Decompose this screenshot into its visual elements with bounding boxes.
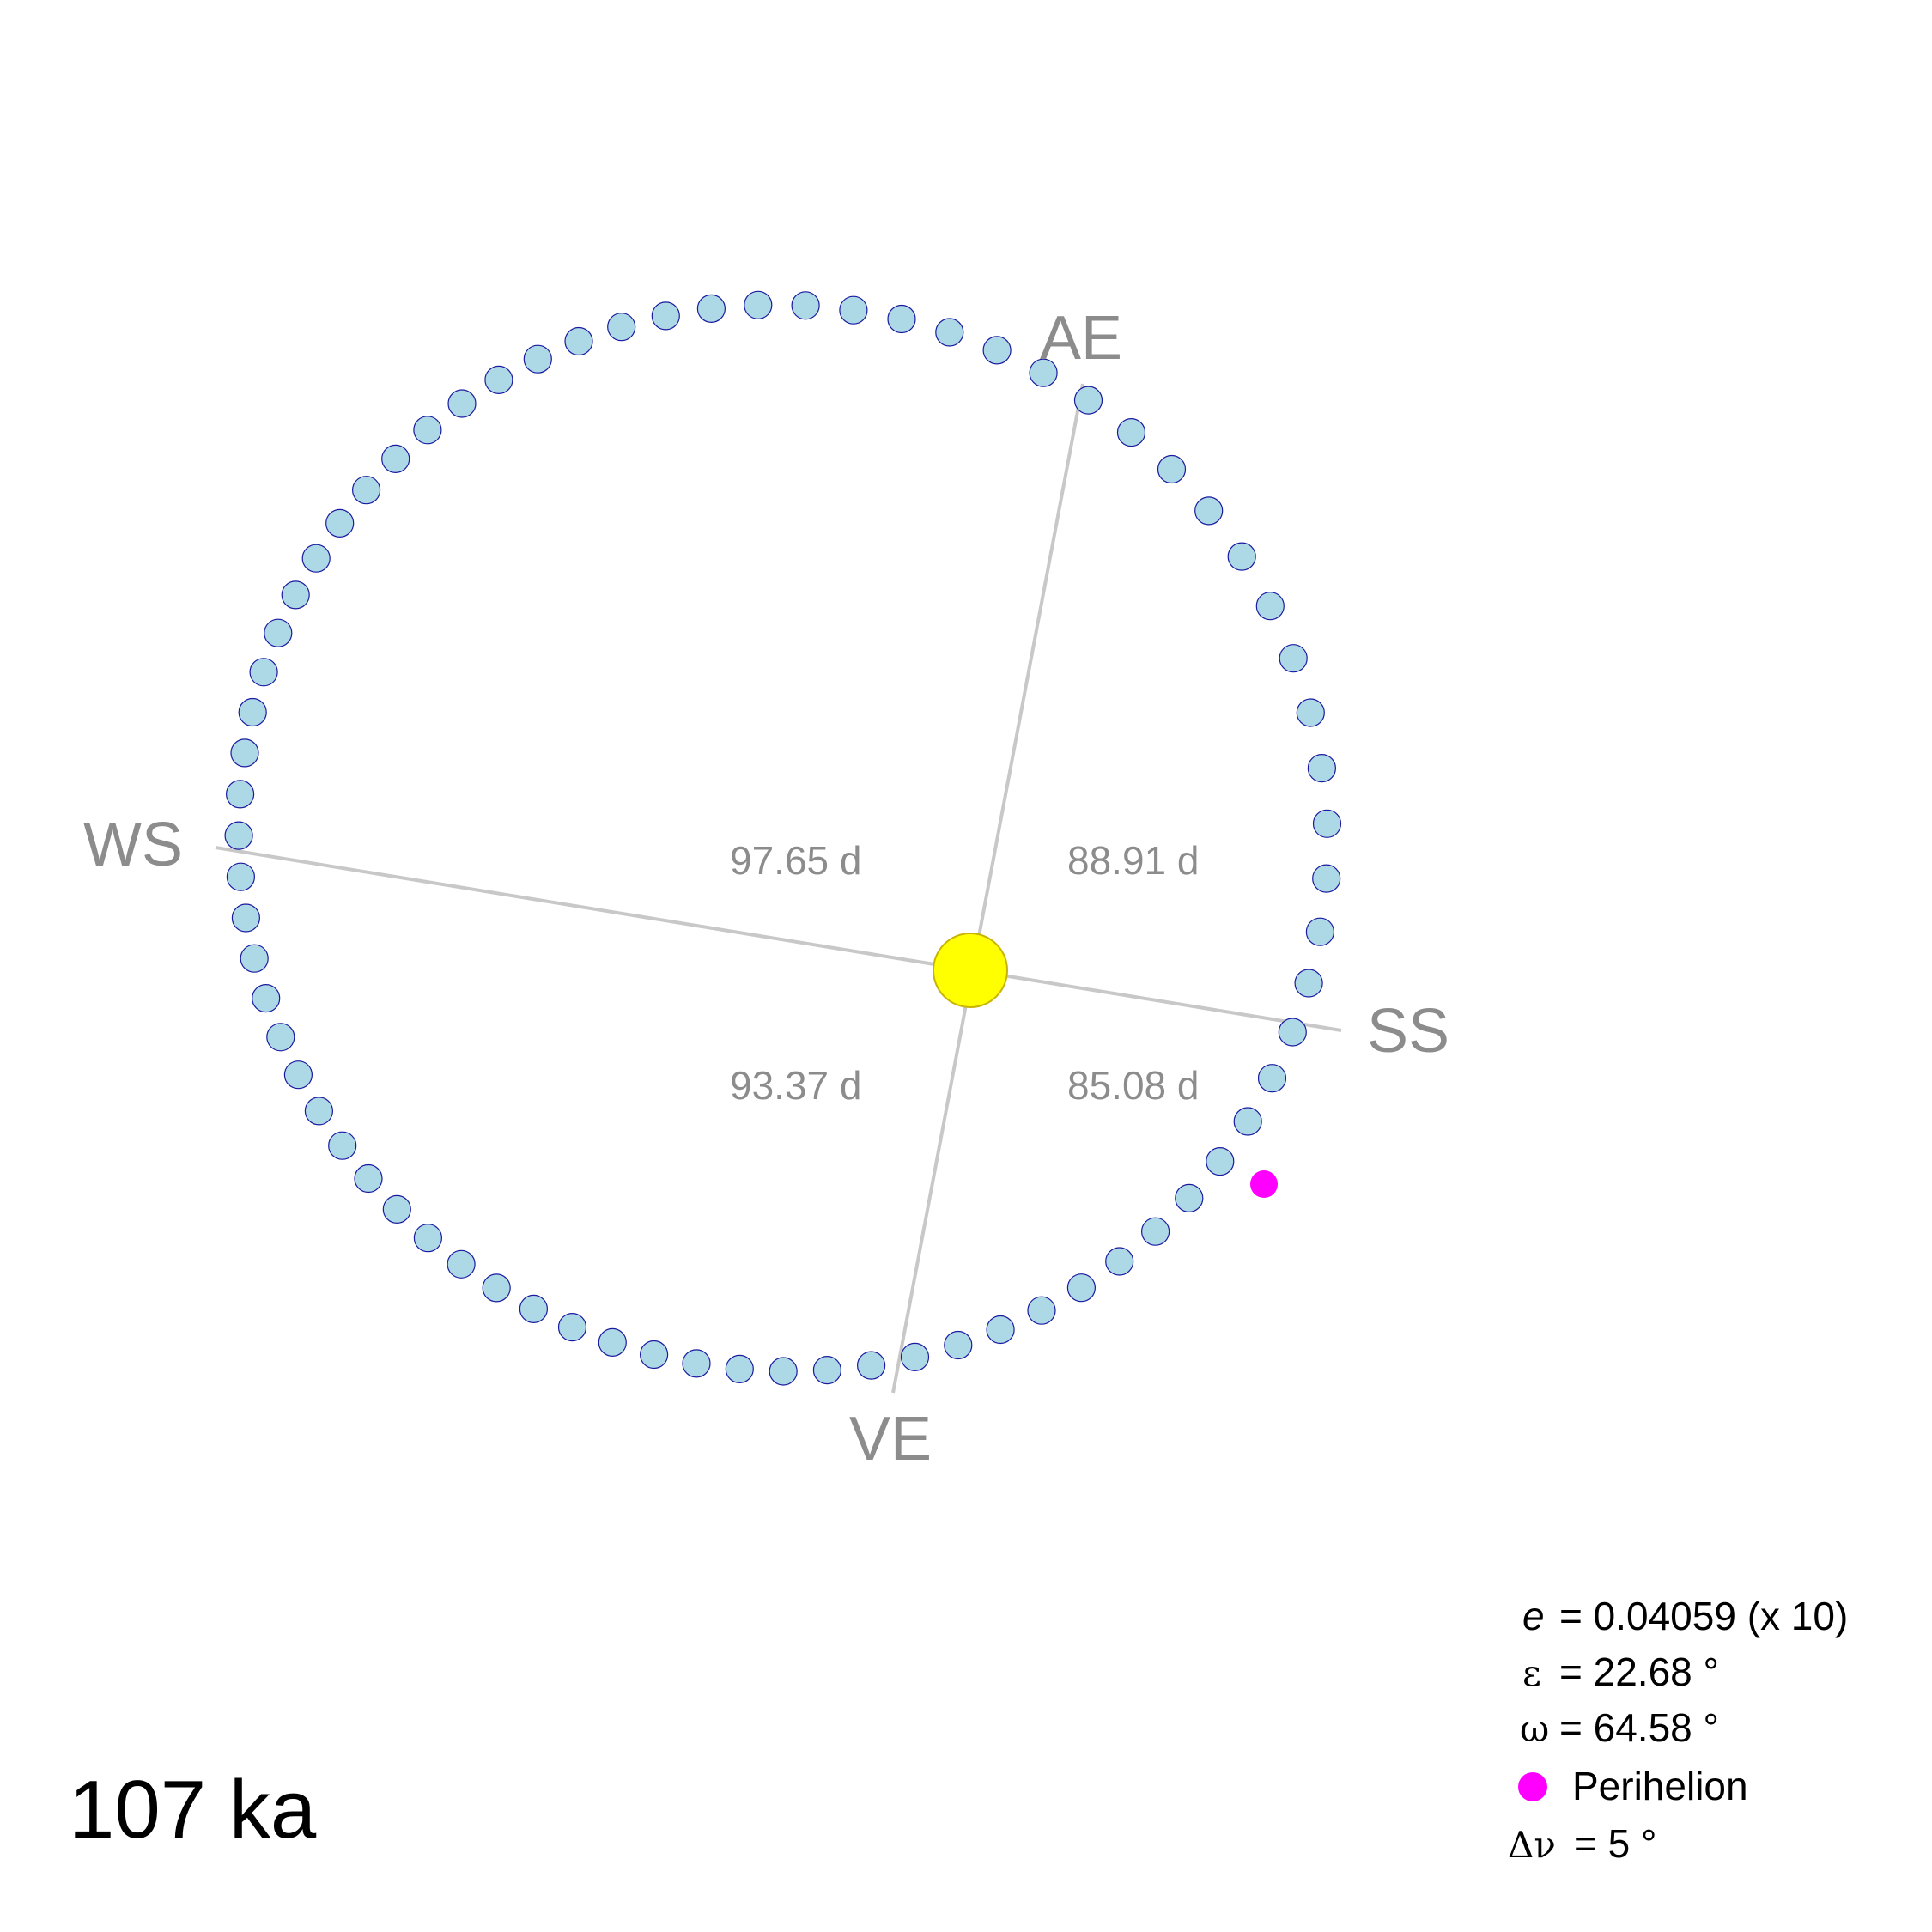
orbit-dot <box>1255 592 1285 621</box>
season-length-bottom-left: 93.37 d <box>730 1063 861 1108</box>
orbit-dot <box>557 1312 587 1342</box>
orbit-dot <box>812 1355 842 1385</box>
orbit-dot <box>328 1131 357 1160</box>
orbit-dot <box>281 580 310 610</box>
orbit-dot <box>607 313 636 342</box>
obliquity-value: = 22.68 ° <box>1559 1649 1719 1694</box>
label-ws: WS <box>83 811 183 879</box>
orbit-dot <box>769 1357 798 1386</box>
precession-value: = 64.58 ° <box>1559 1705 1719 1750</box>
orbit-dot <box>1116 418 1146 447</box>
orbit-dot <box>413 416 442 445</box>
orbit-dot <box>249 658 278 687</box>
orbit-dot <box>325 508 355 538</box>
eccentricity-value: = 0.04059 (x 10) <box>1559 1594 1848 1638</box>
orbit-dot <box>1157 454 1187 484</box>
orbit-dot <box>413 1224 442 1253</box>
orbit-dot <box>1305 917 1335 946</box>
orbit-dot <box>523 344 552 374</box>
orbit-dot <box>1233 1107 1262 1136</box>
orbit-dot <box>226 862 255 891</box>
orbit-dot <box>231 903 260 933</box>
orbit-dot <box>252 983 281 1013</box>
orbit-dot <box>240 944 269 973</box>
orbit-dot <box>887 304 916 334</box>
sun <box>933 933 1008 1008</box>
obliquity-symbol: ε <box>1522 1652 1541 1694</box>
orbit-dot <box>1278 1018 1307 1047</box>
orbit-dot <box>986 1315 1015 1345</box>
orbit-dot <box>696 294 726 323</box>
orbit-dot <box>1294 969 1323 998</box>
delta-nu-symbol: Δν <box>1508 1824 1556 1866</box>
orbit-dot <box>381 444 410 474</box>
axis-ws-ss <box>215 846 1342 1032</box>
label-ae: AE <box>1040 304 1122 373</box>
perihelion-legend-label: Perihelion <box>1572 1764 1748 1808</box>
precession-symbol: ω <box>1520 1708 1549 1750</box>
orbit-dot <box>598 1327 627 1358</box>
orbit-dot <box>725 1354 754 1384</box>
season-length-bottom-right: 85.08 d <box>1067 1063 1199 1108</box>
orbit-dot <box>639 1340 669 1370</box>
orbit-dot <box>264 618 293 647</box>
label-ve: VE <box>849 1405 932 1473</box>
orbit-dot <box>564 326 593 356</box>
season-length-top-left: 97.65 d <box>730 838 861 883</box>
label-ss: SS <box>1367 997 1449 1066</box>
orbit-dot <box>651 301 680 331</box>
orbit-dot <box>283 1060 313 1090</box>
orbit-dot <box>1029 358 1058 387</box>
orbit-dot <box>1027 1296 1056 1325</box>
orbit-dot <box>230 738 259 768</box>
orbit-dot <box>1175 1183 1204 1213</box>
orbit-dot <box>1073 386 1103 415</box>
orbit-dot <box>1312 864 1341 893</box>
orbit-dot <box>304 1097 333 1126</box>
orbit-dot <box>224 821 253 850</box>
orbit-dot <box>447 389 477 418</box>
perihelion-marker <box>1250 1170 1278 1198</box>
orbit-dot <box>1227 542 1256 571</box>
orbit-dot <box>1194 496 1224 526</box>
orbit-dot <box>839 295 868 325</box>
orbit-dot <box>382 1194 411 1224</box>
orbit-dot <box>1257 1064 1287 1093</box>
orbit-dot <box>1279 644 1308 673</box>
orbit-dot <box>352 476 381 505</box>
axis-ae-ve <box>891 383 1084 1394</box>
orbit-dot <box>1307 753 1337 783</box>
orbit-dot <box>301 544 331 573</box>
orbit-dot <box>1312 809 1342 838</box>
orbit-dot <box>900 1342 930 1372</box>
orbit-dot <box>744 290 773 319</box>
orbit-dot <box>482 1273 511 1303</box>
orbit-dot <box>1206 1146 1235 1176</box>
orbit-dots <box>224 290 1342 1386</box>
orbit-dot <box>856 1351 886 1380</box>
orbit-dot <box>519 1294 549 1324</box>
orbit-dot <box>1140 1217 1170 1246</box>
orbit-dot <box>944 1330 973 1360</box>
orbit-dot <box>1066 1273 1097 1303</box>
orbit-dot <box>682 1349 711 1378</box>
orbit-dot <box>484 365 513 394</box>
orbit-dot <box>447 1249 476 1279</box>
perihelion-legend-marker <box>1518 1772 1547 1801</box>
orbit-dot <box>935 318 964 347</box>
time-label: 107 ka <box>69 1764 317 1856</box>
orbit-dot <box>238 697 267 727</box>
orbit-dot <box>791 291 820 320</box>
season-length-top-right: 88.91 d <box>1067 838 1199 883</box>
parameter-legend: e = 0.04059 (x 10) ε = 22.68 ° ω = 64.58… <box>1508 1594 1848 1866</box>
orbit-dot <box>354 1163 383 1194</box>
orbit-dot <box>266 1023 295 1052</box>
orbit-dot <box>226 780 255 809</box>
delta-nu-value: = 5 ° <box>1574 1821 1656 1866</box>
orbit-dot <box>1296 698 1325 727</box>
orbit-dot <box>1105 1247 1134 1276</box>
orbit-dot <box>982 336 1012 365</box>
eccentricity-symbol: e <box>1522 1594 1545 1638</box>
